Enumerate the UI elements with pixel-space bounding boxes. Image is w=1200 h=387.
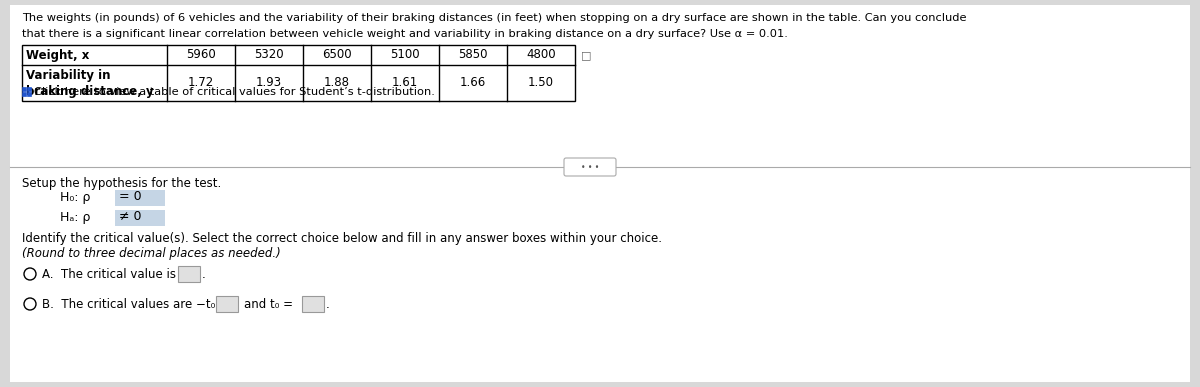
Text: 1.93: 1.93 — [256, 77, 282, 89]
Bar — [115, 190, 166, 206]
Text: .: . — [326, 298, 330, 310]
Text: A.  The critical value is: A. The critical value is — [42, 267, 176, 281]
Text: that there is a significant linear correlation between vehicle weight and variab: that there is a significant linear corre… — [22, 29, 788, 39]
Bar — [22, 45, 575, 101]
Text: and t₀ =: and t₀ = — [244, 298, 293, 310]
Bar — [302, 296, 324, 312]
Text: Identify the critical value(s). Select the correct choice below and fill in any : Identify the critical value(s). Select t… — [22, 232, 662, 245]
Text: 5320: 5320 — [254, 48, 284, 62]
FancyBboxPatch shape — [564, 158, 616, 176]
Bar — [216, 296, 238, 312]
Circle shape — [24, 268, 36, 280]
Bar — [115, 210, 166, 226]
Text: 5850: 5850 — [458, 48, 487, 62]
Text: 1.50: 1.50 — [528, 77, 554, 89]
Text: (Round to three decimal places as needed.): (Round to three decimal places as needed… — [22, 247, 281, 260]
Text: 4800: 4800 — [526, 48, 556, 62]
Text: Setup the hypothesis for the test.: Setup the hypothesis for the test. — [22, 177, 221, 190]
Text: • • •: • • • — [581, 163, 599, 171]
Text: braking distance, y: braking distance, y — [26, 84, 154, 98]
Bar — [22, 87, 26, 91]
Text: 5100: 5100 — [390, 48, 420, 62]
Text: Variability in: Variability in — [26, 70, 110, 82]
Text: The weights (in pounds) of 6 vehicles and the variability of their braking dista: The weights (in pounds) of 6 vehicles an… — [22, 13, 966, 23]
Bar — [22, 92, 26, 96]
Text: 6500: 6500 — [322, 48, 352, 62]
Text: 1.72: 1.72 — [188, 77, 214, 89]
Text: B.  The critical values are −t₀ =: B. The critical values are −t₀ = — [42, 298, 229, 310]
Text: 1.61: 1.61 — [392, 77, 418, 89]
Text: 1.88: 1.88 — [324, 77, 350, 89]
Text: 5960: 5960 — [186, 48, 216, 62]
Text: Hₐ: ρ: Hₐ: ρ — [60, 211, 90, 224]
Text: .: . — [202, 267, 205, 281]
Bar — [28, 87, 31, 91]
Text: = 0: = 0 — [119, 190, 142, 204]
Text: H₀: ρ: H₀: ρ — [60, 190, 90, 204]
Bar — [28, 92, 31, 96]
Text: 1.66: 1.66 — [460, 77, 486, 89]
Circle shape — [24, 298, 36, 310]
Bar — [178, 266, 200, 282]
Text: Weight, x: Weight, x — [26, 48, 89, 62]
Text: □: □ — [581, 50, 592, 60]
Text: ≠ 0: ≠ 0 — [119, 211, 142, 224]
Text: Click here to view a table of critical values for Student’s t-distribution.: Click here to view a table of critical v… — [34, 87, 434, 97]
